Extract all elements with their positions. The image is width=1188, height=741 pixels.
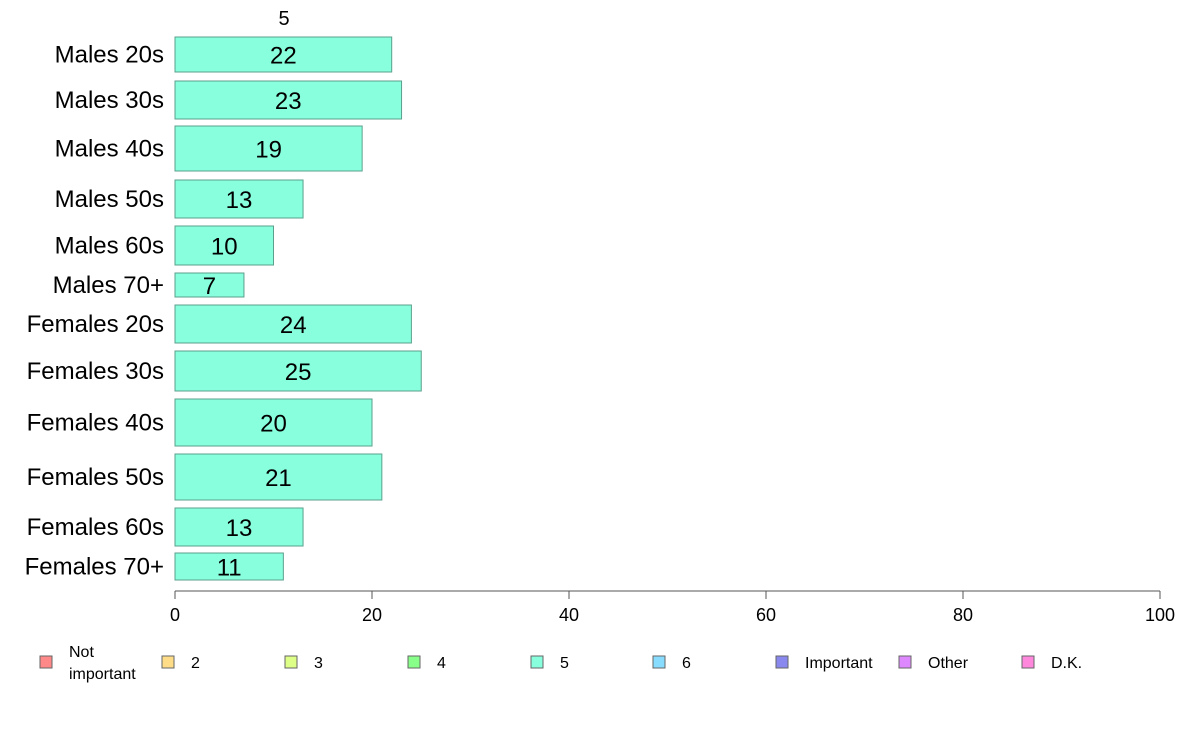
bar-value-label: 25 — [285, 359, 312, 386]
x-tick-label: 0 — [170, 605, 180, 625]
x-tick-label: 100 — [1145, 605, 1175, 625]
legend-item: Important — [775, 655, 873, 672]
legend-label: 4 — [437, 655, 446, 672]
bar — [174, 225, 274, 266]
bar-value-label: 13 — [226, 187, 253, 214]
x-tick-label: 40 — [559, 605, 579, 625]
legend-label: D.K. — [1051, 655, 1082, 672]
legend-label: 6 — [682, 655, 691, 672]
bar-value-label: 20 — [260, 411, 287, 438]
legend-item: Not important — [39, 644, 136, 683]
category-label: Males 30s — [55, 87, 164, 114]
bar-value-label: 10 — [211, 234, 238, 261]
bar-value-label: 24 — [280, 312, 307, 339]
legend-swatch — [39, 655, 53, 669]
bars-layer: Males 20s 22 Males 30s 23 Males 40s 19 Males 5… — [25, 36, 422, 582]
legend-label: Important — [805, 655, 873, 672]
category-label: Females 70+ — [25, 554, 164, 581]
legend-label: Not important — [69, 644, 136, 683]
category-label: Females 30s — [27, 358, 164, 385]
legend-swatch — [407, 655, 421, 669]
legend-swatch — [161, 655, 175, 669]
bar-value-label: 23 — [275, 88, 302, 115]
bar — [174, 398, 373, 447]
category-label: Females 20s — [27, 311, 164, 338]
legend-swatch — [284, 655, 298, 669]
category-label: Males 50s — [55, 186, 164, 213]
bar — [174, 552, 284, 581]
x-axis: 0 20 40 60 80 100 — [170, 590, 1175, 625]
category-label: Females 40s — [27, 410, 164, 437]
bar — [174, 350, 422, 392]
bar — [174, 272, 245, 298]
x-tick-label: 60 — [756, 605, 776, 625]
series-header-label: 5 — [278, 8, 289, 30]
x-tick-label: 20 — [362, 605, 382, 625]
bar — [174, 304, 412, 344]
legend-label: 5 — [560, 655, 569, 672]
legend-swatch — [898, 655, 912, 669]
legend-item: 4 — [407, 655, 446, 672]
category-label: Males 70+ — [53, 272, 164, 299]
x-tick-label: 80 — [953, 605, 973, 625]
category-label: Males 60s — [55, 233, 164, 260]
legend-swatch — [530, 655, 544, 669]
category-label: Males 20s — [55, 42, 164, 69]
bar — [174, 179, 304, 219]
bar-value-label: 11 — [217, 555, 242, 582]
legend-item: D.K. — [1021, 655, 1082, 672]
legend-item: 2 — [161, 655, 200, 672]
bar-value-label: 19 — [255, 137, 282, 164]
legend-swatch — [775, 655, 789, 669]
bar — [174, 36, 393, 73]
legend-swatch — [1021, 655, 1035, 669]
legend-item: 6 — [652, 655, 691, 672]
category-label: Males 40s — [55, 136, 164, 163]
bar — [174, 507, 304, 547]
bar-value-label: 13 — [226, 515, 253, 542]
legend-swatch — [652, 655, 666, 669]
bar-value-label: 21 — [265, 465, 292, 492]
category-label: Females 60s — [27, 514, 164, 541]
bar — [174, 125, 363, 172]
legend-label: 3 — [314, 655, 323, 672]
legend: Not important 2 3 4 5 6 Important Other D.K. — [39, 644, 1082, 683]
legend-item: 5 — [530, 655, 569, 672]
category-label: Females 50s — [27, 464, 164, 491]
bar — [174, 80, 403, 120]
bar — [174, 453, 383, 501]
bar-value-label: 22 — [270, 43, 297, 70]
legend-label: 2 — [191, 655, 200, 672]
legend-item: 3 — [284, 655, 323, 672]
legend-label: Other — [928, 655, 969, 672]
bar-value-label: 7 — [203, 273, 216, 300]
legend-item: Other — [898, 655, 969, 672]
